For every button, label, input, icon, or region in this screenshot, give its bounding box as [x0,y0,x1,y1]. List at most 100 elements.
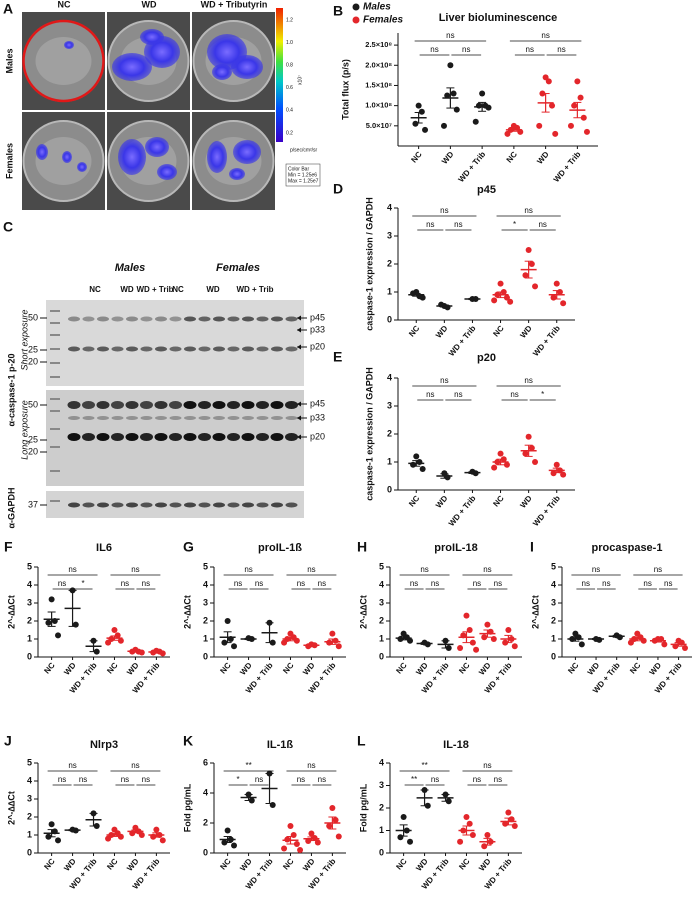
signal [231,55,263,79]
significance-label: ns [131,565,139,574]
x-tick-label: NC [394,661,408,676]
significance-label: ns [142,579,150,588]
chart-title: proIL-1ß [258,542,302,554]
y-tick-label: 2 [203,615,208,625]
colorbar-axis: p/sec/cm²/sr [290,147,318,153]
data-point [578,641,585,648]
colorbar-note: Color Bar [288,166,309,172]
y-tick-label: 4 [27,579,32,589]
band [68,346,80,352]
significance-label: ns [318,775,326,784]
band [140,502,153,508]
band [198,416,211,420]
signal [62,151,72,163]
colorbar-box [285,163,321,187]
y-tick-label: 1 [387,456,392,466]
data-point [497,280,504,287]
data-point [583,128,590,135]
y-tick-label: 0 [27,651,32,661]
data-point [407,637,414,644]
y-axis-label: 2^-∆∆Ct [530,595,540,629]
highlight-ring [22,19,105,103]
arrow-head [297,415,301,421]
legend-marker [352,16,360,24]
band [97,346,109,352]
x-tick-label: WD + Trib [447,324,478,358]
significance-label: ns [297,579,305,588]
panel-letter: G [183,539,194,555]
x-tick-label: WD [440,150,456,166]
significance-label: ns [473,579,481,588]
marker-label: 20 [28,356,38,366]
data-point [463,612,470,619]
data-point [553,280,560,287]
chart-title: IL-18 [443,739,469,751]
data-point [281,639,288,646]
y-tick-label: 1 [203,633,208,643]
x-tick-label: WD [477,857,493,873]
data-point [553,461,560,468]
data-point [511,823,518,829]
y-tick-label: 5 [27,757,32,767]
data-point [45,619,52,626]
x-tick-label: WD [477,661,493,677]
data-point [571,102,578,109]
significance-label: ns [307,565,315,574]
data-point [550,470,557,477]
arrow-head [297,434,301,440]
data-point [475,102,482,109]
blot [46,300,304,386]
loading-label: α-GAPDH [6,487,16,528]
significance-label: ns [494,579,502,588]
data-point [55,632,62,639]
band [285,433,298,441]
x-tick-label: WD [434,494,450,510]
data-point [332,817,339,823]
y-tick-label: 2 [379,802,384,812]
data-point [497,450,504,457]
signal [77,162,87,172]
y-tick-label: 5 [27,561,32,571]
y-tick-label: 1 [387,286,392,296]
y-tick-label: 3 [387,230,392,240]
data-point [412,120,419,127]
band [68,416,80,420]
data-point [522,450,529,457]
panel-letter: E [333,349,342,365]
data-point [574,78,581,85]
y-tick-label: 3 [379,780,384,790]
y-tick-label: 0 [379,651,384,661]
legend-label: Females [363,15,403,26]
data-point [580,114,587,121]
significance-label: ns [410,579,418,588]
y-axis-label: caspase-1 expression / GAPDH [364,197,374,331]
data-point [447,62,454,69]
band [184,416,196,420]
data-point [466,820,473,827]
significance-label: ns [592,565,600,574]
panel-letter: F [4,539,13,555]
y-tick-label: 0 [379,847,384,857]
marker-label: 25 [28,434,38,444]
arrow-head [297,401,301,407]
x-tick-label: NC [491,324,505,339]
band [140,416,153,420]
colorbar-label: 0.6 [286,85,293,91]
band [270,401,284,409]
x-tick-label: WD [62,857,78,873]
x-tick-label: WD [301,661,317,677]
band [198,346,211,352]
data-point [48,596,55,603]
data-point [48,821,55,828]
signal [64,41,74,49]
x-tick-label: NC [505,150,519,165]
chart-title: proIL-18 [434,542,477,554]
y-tick-label: 1 [551,633,556,643]
significance-label: * [513,220,516,229]
panel-letter: J [4,733,12,749]
band [169,502,182,508]
y-tick-label: 2 [387,428,392,438]
colorbar-label: 0.4 [286,108,293,114]
y-tick-label: 5 [379,561,384,571]
data-point [469,639,476,646]
